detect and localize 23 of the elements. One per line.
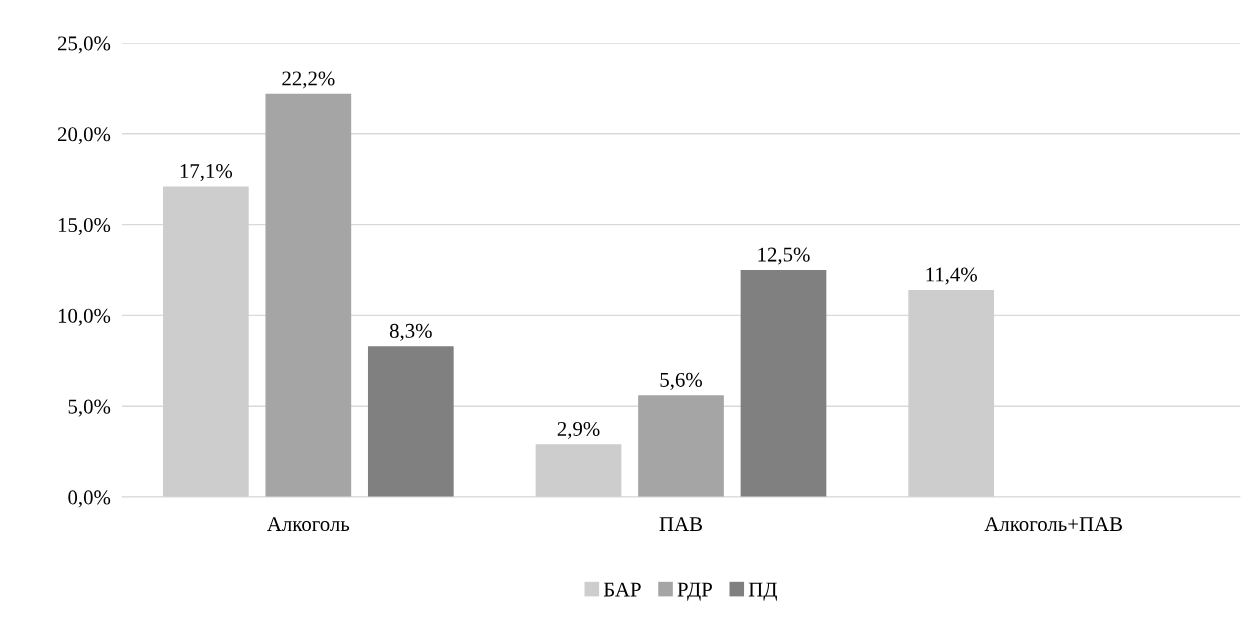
- data-label: 17,1%: [180, 164, 233, 182]
- data-label: 8,3%: [389, 323, 432, 341]
- legend-label: ПД: [748, 582, 777, 601]
- y-tick-label: 15,0%: [58, 217, 111, 236]
- legend-label: РДР: [677, 582, 712, 601]
- bar: [740, 270, 827, 497]
- y-tick-label: 10,0%: [58, 308, 111, 326]
- bar: [638, 395, 724, 497]
- y-tick-label: 5,0%: [68, 399, 111, 417]
- data-label: 12,5%: [758, 247, 810, 265]
- x-tick-label: Алкоголь+ПАВ: [984, 517, 1122, 532]
- y-tick-label: 25,0%: [57, 36, 111, 54]
- x-tick-label: ПАВ: [659, 517, 702, 531]
- y-tick-label: 20,0%: [57, 127, 111, 145]
- bar: [367, 346, 454, 497]
- legend-label: БАР: [603, 582, 641, 597]
- data-label: 5,6%: [660, 372, 702, 390]
- bar: [265, 93, 352, 497]
- data-label: 11,4%: [926, 267, 977, 285]
- data-label: 22,2%: [282, 71, 335, 89]
- y-tick-label: 0,0%: [68, 490, 111, 508]
- x-tick-label: Алкоголь: [267, 517, 350, 532]
- data-label: 2,9%: [557, 421, 600, 439]
